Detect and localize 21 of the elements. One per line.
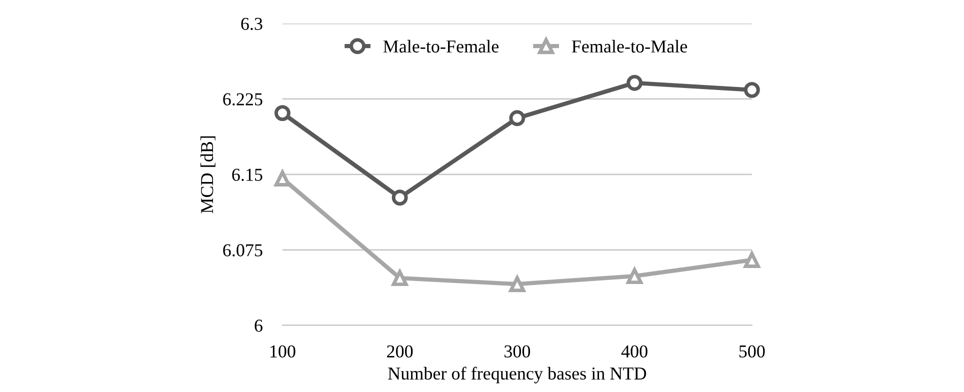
y-tick-label: 6.075 <box>223 244 262 256</box>
point <box>392 190 408 206</box>
x-tick-label: 500 <box>739 345 765 358</box>
x-tick-label: 300 <box>504 345 530 358</box>
y-tick-label: 6.225 <box>223 93 262 106</box>
point <box>274 170 290 186</box>
point <box>509 110 526 126</box>
x-axis-title: Number of frequency bases in NTD <box>388 366 646 384</box>
point <box>274 105 290 122</box>
y-tick-label: 6.3 <box>241 18 262 30</box>
y-axis-title: MCD [dB] <box>200 136 216 214</box>
x-tick-label: 100 <box>270 345 296 358</box>
y-tick-label: 6.15 <box>232 168 262 181</box>
legend-label: Female-to-Male <box>572 40 688 53</box>
point <box>626 74 643 91</box>
y-tick-label: 6 <box>254 320 262 332</box>
x-tick-label: 400 <box>621 345 648 358</box>
legend-label: Male-to-Female <box>383 40 499 53</box>
point <box>744 252 760 268</box>
point <box>744 82 760 98</box>
x-tick-label: 200 <box>387 345 413 358</box>
